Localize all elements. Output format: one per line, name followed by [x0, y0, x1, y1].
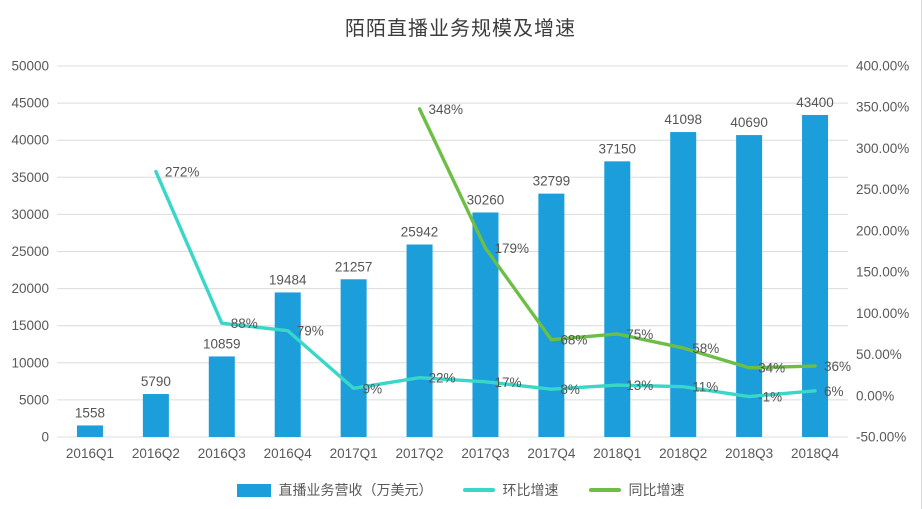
right-axis-tick-label: -50.00%: [856, 430, 906, 445]
left-axis-tick-label: 10000: [11, 355, 49, 370]
legend-label: 环比增速: [502, 482, 559, 498]
bar-value-label: 40690: [730, 115, 768, 130]
left-axis-tick-label: 5000: [19, 392, 49, 407]
line-series-0: [154, 169, 817, 399]
right-axis-tick-label: 0.00%: [856, 388, 894, 403]
line-point-label: 11%: [692, 380, 718, 395]
line-point-label: 34%: [758, 361, 785, 376]
left-axis-tick-label: 40000: [11, 133, 49, 148]
line-point-label: 79%: [297, 324, 324, 339]
bar-value-label: 19484: [269, 272, 307, 287]
left-axis-tick-label: 15000: [11, 318, 49, 333]
right-axis-tick-label: 400.00%: [856, 59, 909, 74]
line-point-label: 75%: [626, 327, 653, 342]
bar-value-label: 30260: [467, 192, 505, 207]
right-axis-tick-label: 150.00%: [856, 265, 909, 280]
x-axis-label: 2018Q2: [659, 446, 707, 461]
bar-value-label: 32799: [533, 174, 571, 189]
line-point-label: 58%: [692, 341, 719, 356]
legend-bar-swatch-icon: [236, 483, 271, 497]
left-axis-tick-label: 30000: [11, 207, 49, 222]
legend-item-0: 直播业务营收（万美元）: [236, 480, 433, 500]
bar-2016Q3: [208, 356, 235, 437]
bar-value-label: 10859: [203, 336, 241, 351]
left-axis-tick-label: 50000: [11, 59, 49, 74]
line-point-label: 17%: [494, 375, 521, 390]
bar-value-label: 1558: [75, 405, 105, 420]
bar-2018Q1: [604, 161, 631, 438]
bar-2016Q1: [76, 425, 103, 437]
right-axis-tick-label: 200.00%: [856, 223, 909, 238]
x-axis-label: 2017Q3: [461, 446, 509, 461]
bar-value-label: 43400: [796, 95, 834, 110]
chart-title: 陌陌直播业务规模及增速: [345, 18, 576, 40]
line-point-label: 179%: [494, 241, 529, 256]
left-axis-tick-label: 45000: [11, 96, 49, 111]
left-axis-tick-label: 25000: [11, 244, 49, 259]
legend-item-2: 同比增速: [588, 480, 685, 500]
x-axis-label: 2018Q1: [593, 446, 641, 461]
line-point-label: 6%: [824, 384, 844, 399]
legend-line-swatch-icon: [588, 488, 621, 492]
bar-value-label: 21257: [335, 259, 373, 274]
legend-label: 同比增速: [628, 482, 685, 498]
left-axis-tick-label: 0: [41, 430, 49, 445]
bar-2018Q3: [736, 135, 763, 437]
bar-value-label: 37150: [599, 141, 637, 156]
line-point-label: -1%: [758, 390, 782, 405]
bar-2017Q1: [340, 279, 367, 437]
line-point-label: 348%: [429, 102, 464, 117]
left-axis-tick-label: 20000: [11, 281, 49, 296]
bar-2017Q4: [538, 193, 565, 437]
legend-line-swatch-icon: [462, 488, 495, 492]
x-axis-label: 2016Q2: [132, 446, 180, 461]
x-axis-label: 2017Q2: [396, 446, 444, 461]
line-point-label: 9%: [363, 381, 383, 396]
bar-value-label: 41098: [664, 112, 702, 127]
line-point-label: 88%: [231, 316, 258, 331]
right-axis-tick-label: 350.00%: [856, 100, 909, 115]
x-axis-label: 2018Q4: [791, 446, 840, 461]
right-axis-tick-label: 50.00%: [856, 347, 902, 362]
right-axis-tick-label: 100.00%: [856, 306, 909, 321]
x-axis-label: 2016Q3: [198, 446, 246, 461]
line-point-label: 36%: [824, 359, 851, 374]
x-axis-label: 2016Q1: [66, 446, 114, 461]
line-point-label: 272%: [165, 165, 200, 180]
left-axis-tick-label: 35000: [11, 170, 49, 185]
bar-2016Q4: [274, 292, 301, 437]
x-axis-label: 2017Q1: [330, 446, 378, 461]
bar-2018Q4: [802, 114, 829, 438]
line-series-1: [417, 107, 817, 370]
x-axis-label: 2018Q3: [725, 446, 773, 461]
bar-2017Q2: [406, 244, 433, 437]
legend-item-1: 环比增速: [462, 480, 559, 500]
line-point-label: 68%: [560, 333, 587, 348]
line-point-label: 8%: [560, 382, 580, 397]
x-axis-label: 2016Q4: [264, 446, 313, 461]
right-axis-tick-label: 300.00%: [856, 141, 909, 156]
line-point-label: 22%: [429, 371, 456, 386]
chart-legend: 直播业务营收（万美元） 环比增速 同比增速: [0, 480, 921, 500]
x-axis-label: 2017Q4: [527, 446, 576, 461]
legend-label: 直播业务营收（万美元）: [278, 482, 433, 498]
line-point-label: 13%: [626, 378, 653, 393]
bar-2016Q2: [142, 394, 169, 437]
bar-value-label: 5790: [141, 374, 171, 389]
right-axis-tick-label: 250.00%: [856, 182, 909, 197]
bar-value-label: 25942: [401, 225, 439, 240]
